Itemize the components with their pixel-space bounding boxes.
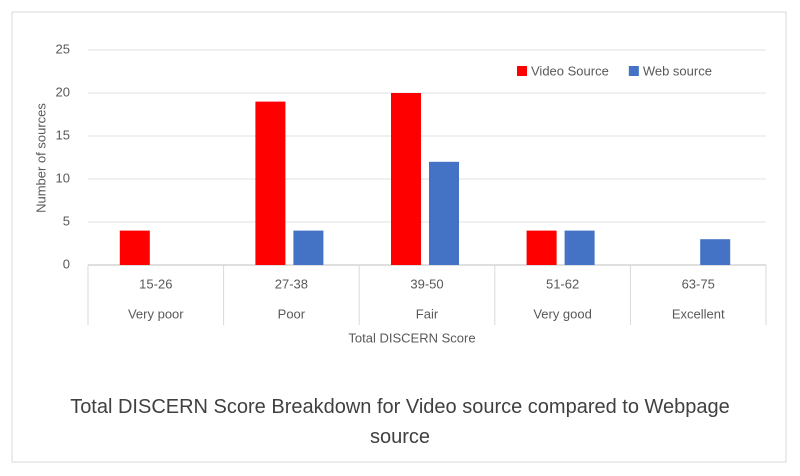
bar (526, 230, 557, 265)
x-group-label: Excellent (672, 306, 725, 321)
x-group-label: Fair (416, 306, 439, 321)
y-tick-label: 25 (56, 41, 70, 56)
bar (119, 230, 150, 265)
chart-border (11, 11, 787, 463)
x-tick-label: 15-26 (139, 276, 172, 291)
x-tick-label: 27-38 (275, 276, 308, 291)
legend-swatch (628, 66, 639, 76)
x-tick-label: 63-75 (682, 276, 715, 291)
x-group-label: Very poor (128, 306, 184, 321)
x-tick-label: 39-50 (410, 276, 443, 291)
bar (255, 101, 286, 265)
bar (564, 230, 595, 265)
bar (700, 239, 731, 265)
bar (293, 230, 324, 265)
y-axis-title: Number of sources (33, 103, 48, 213)
x-axis-title: Total DISCERN Score (348, 330, 475, 345)
legend-swatch (517, 66, 527, 76)
bar (391, 93, 421, 265)
bar (429, 161, 459, 265)
legend-label: Web source (643, 63, 712, 78)
x-tick-label: 51-62 (546, 276, 579, 291)
y-tick-label: 15 (56, 127, 70, 142)
y-tick-label: 20 (56, 84, 70, 99)
y-tick-label: 10 (56, 170, 70, 185)
chart-title: Total DISCERN Score Breakdown for Video … (70, 396, 730, 448)
y-tick-label: 0 (63, 256, 70, 271)
x-group-label: Poor (278, 306, 306, 321)
legend-label: Video Source (531, 63, 609, 78)
x-group-label: Very good (533, 306, 592, 321)
y-tick-label: 5 (63, 213, 70, 228)
